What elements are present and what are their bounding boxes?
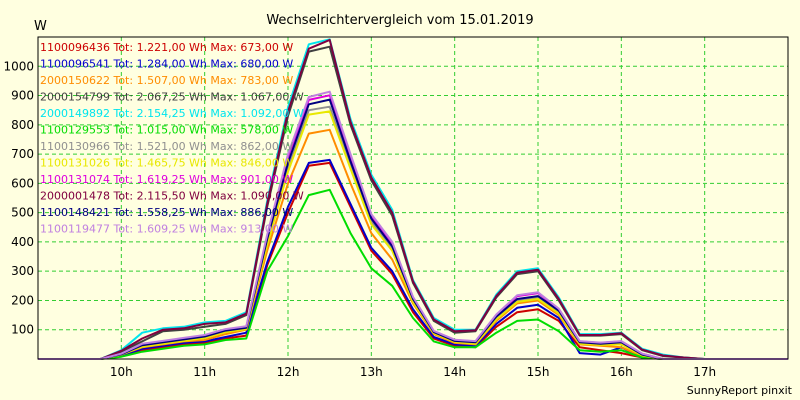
y-tick-label: 100 [11,323,34,337]
plot-frame [37,36,789,360]
legend-entry-1100131074: 1100131074 Tot: 1.619,25 Wh Max: 901,00 … [40,173,293,186]
y-tick-label: 600 [11,176,34,190]
x-tick-label: 10h [110,365,133,379]
legend-entry-1100119477: 1100119477 Tot: 1.609,25 Wh Max: 913,00 … [40,223,293,236]
y-tick-label: 200 [11,293,34,307]
x-tick-label: 13h [360,365,383,379]
footer-credit: SunnyReport pinxit [687,384,793,397]
y-axis-unit-label: W [34,19,47,34]
y-tick-label: 500 [11,206,34,220]
legend-entry-1100130966: 1100130966 Tot: 1.521,00 Wh Max: 862,00 … [40,140,293,153]
series-line-2000001478 [38,38,788,360]
legend-entry-1100148421: 1100148421 Tot: 1.558,25 Wh Max: 886,00 … [40,206,293,219]
x-tick-label: 17h [693,365,716,379]
y-tick-label: 900 [11,89,34,103]
legend: 1100096436 Tot: 1.221,00 Wh Max: 673,00 … [40,41,304,236]
legend-entry-2000149892: 2000149892 Tot: 2.154,25 Wh Max: 1.092,0… [40,107,304,120]
legend-entry-1100096541: 1100096541 Tot: 1.284,00 Wh Max: 680,00 … [40,58,293,71]
legend-entry-2000154799: 2000154799 Tot: 2.067,25 Wh Max: 1.067,0… [40,91,304,104]
legend-entry-2000150622: 2000150622 Tot: 1.507,00 Wh Max: 783,00 … [40,74,293,87]
x-tick-label: 15h [527,365,550,379]
legend-entry-1100096436: 1100096436 Tot: 1.221,00 Wh Max: 673,00 … [40,41,293,54]
y-tick-label: 1000 [3,59,34,73]
y-tick-label: 700 [11,147,34,161]
x-tick-label: 11h [193,365,216,379]
y-tick-label: 300 [11,264,34,278]
legend-entry-1100129553: 1100129553 Tot: 1.015,00 Wh Max: 578,00 … [40,124,293,137]
tick-label-layer: 100 200 300 400 500 600 700 800 900 1000 10h 11h 12h… [3,59,716,379]
y-tick-label: 400 [11,235,34,249]
x-tick-label: 14h [443,365,466,379]
legend-entry-1100131026: 1100131026 Tot: 1.465,75 Wh Max: 846,00 … [40,157,293,170]
x-tick-label: 16h [610,365,633,379]
legend-entry-2000001478: 2000001478 Tot: 2.115,50 Wh Max: 1.090,0… [40,190,304,203]
chart-title: Wechselrichtervergleich vom 15.01.2019 [266,13,533,28]
y-tick-label: 800 [11,118,34,132]
x-tick-label: 12h [277,365,300,379]
